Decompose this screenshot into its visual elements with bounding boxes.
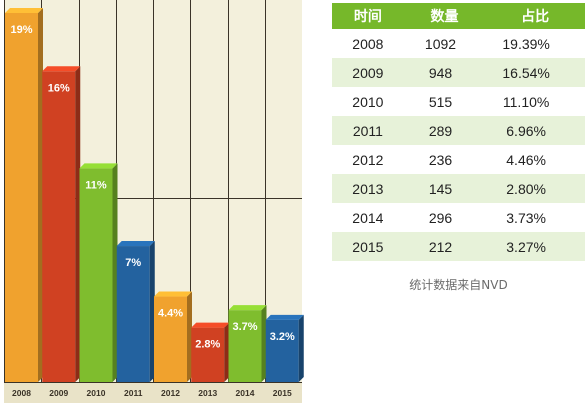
x-tick-label: 2010 <box>87 388 106 398</box>
cell-share: 6.96% <box>485 116 585 145</box>
cell-year: 2010 <box>332 87 404 116</box>
bar-side <box>38 8 43 382</box>
table-row: 2010 515 11.10% <box>332 87 585 116</box>
cell-share: 11.10% <box>485 87 585 116</box>
bar <box>42 71 76 383</box>
bar-top <box>228 305 267 311</box>
bar-top <box>42 66 81 72</box>
bar-top <box>79 163 118 169</box>
bar-data-label: 16% <box>48 82 70 94</box>
bar <box>191 327 225 382</box>
table-row: 2009 948 16.54% <box>332 58 585 87</box>
bar <box>228 310 262 382</box>
x-axis-strip <box>4 382 302 403</box>
x-tick-label: 2014 <box>236 388 255 398</box>
bar <box>265 319 299 382</box>
cell-share: 16.54% <box>485 58 585 87</box>
cell-count: 212 <box>403 232 486 261</box>
x-tick-label: 2008 <box>12 388 31 398</box>
table-row: 2014 296 3.73% <box>332 203 585 232</box>
bar-data-label: 7% <box>125 257 141 269</box>
bar-data-label: 2.8% <box>195 339 220 351</box>
cell-share: 2.80% <box>485 174 585 203</box>
header-share: 占比 <box>485 3 585 29</box>
bar-side <box>75 66 81 383</box>
cell-year: 2012 <box>332 145 404 174</box>
x-tick-label: 2013 <box>198 388 217 398</box>
cell-count: 145 <box>403 174 486 203</box>
cell-share: 19.39% <box>485 29 585 58</box>
cell-year: 2011 <box>332 116 404 145</box>
bar-top <box>265 314 304 320</box>
cell-count: 948 <box>403 58 486 87</box>
cell-count: 289 <box>403 116 486 145</box>
bar-data-label: 11% <box>85 179 107 191</box>
bar-top <box>191 322 230 328</box>
bar-data-label: 3.2% <box>270 331 295 343</box>
bar-side <box>224 322 230 382</box>
cell-count: 296 <box>403 203 486 232</box>
bar-top <box>5 8 43 13</box>
cell-count: 515 <box>403 87 486 116</box>
x-tick-label: 2012 <box>161 388 180 398</box>
x-tick-label: 2009 <box>49 388 68 398</box>
bar-side <box>149 241 155 382</box>
bar-side <box>112 163 118 382</box>
bar <box>5 13 38 382</box>
cell-share: 4.46% <box>485 145 585 174</box>
bar-data-label: 4.4% <box>158 308 183 320</box>
bar <box>116 246 150 382</box>
table-row: 2013 145 2.80% <box>332 174 585 203</box>
table-header-row: 时间 数量 占比 <box>332 3 585 29</box>
bar-data-label: 3.7% <box>232 321 257 333</box>
data-table-panel: 时间 数量 占比 2008 1092 19.39% 2009 948 16.54… <box>332 3 585 261</box>
cell-share: 3.27% <box>485 232 585 261</box>
header-year: 时间 <box>332 3 404 29</box>
cell-count: 1092 <box>403 29 486 58</box>
bar <box>79 168 113 382</box>
x-tick-label: 2015 <box>273 388 292 398</box>
bar-side <box>261 305 267 382</box>
data-table: 时间 数量 占比 2008 1092 19.39% 2009 948 16.54… <box>332 3 585 261</box>
header-count: 数量 <box>403 3 486 29</box>
table-row: 2008 1092 19.39% <box>332 29 585 58</box>
cell-year: 2009 <box>332 58 404 87</box>
bar-side <box>187 291 192 382</box>
bar-side <box>298 314 304 382</box>
x-tick-label: 2011 <box>124 388 143 398</box>
cell-count: 236 <box>403 145 486 174</box>
cell-year: 2008 <box>332 29 404 58</box>
cell-year: 2015 <box>332 232 404 261</box>
cell-year: 2013 <box>332 174 404 203</box>
bar-chart: 19% 16% 11% 7% 4.4% 2.8% 3.7% 3.2% 2008 2009 2010 2… <box>4 0 304 403</box>
cell-year: 2014 <box>332 203 404 232</box>
source-note: 统计数据来自NVD <box>409 278 508 292</box>
table-row: 2011 289 6.96% <box>332 116 585 145</box>
table-row: 2015 212 3.27% <box>332 232 585 261</box>
cell-share: 3.73% <box>485 203 585 232</box>
table-row: 2012 236 4.46% <box>332 145 585 174</box>
bar-top <box>116 241 155 247</box>
bar <box>154 296 187 382</box>
bar-top <box>154 291 192 297</box>
bar-data-label: 19% <box>10 24 32 36</box>
bar-chart-svg: 19% 16% 11% 7% 4.4% 2.8% 3.7% 3.2% 2008 2009 2010 2… <box>4 0 304 403</box>
